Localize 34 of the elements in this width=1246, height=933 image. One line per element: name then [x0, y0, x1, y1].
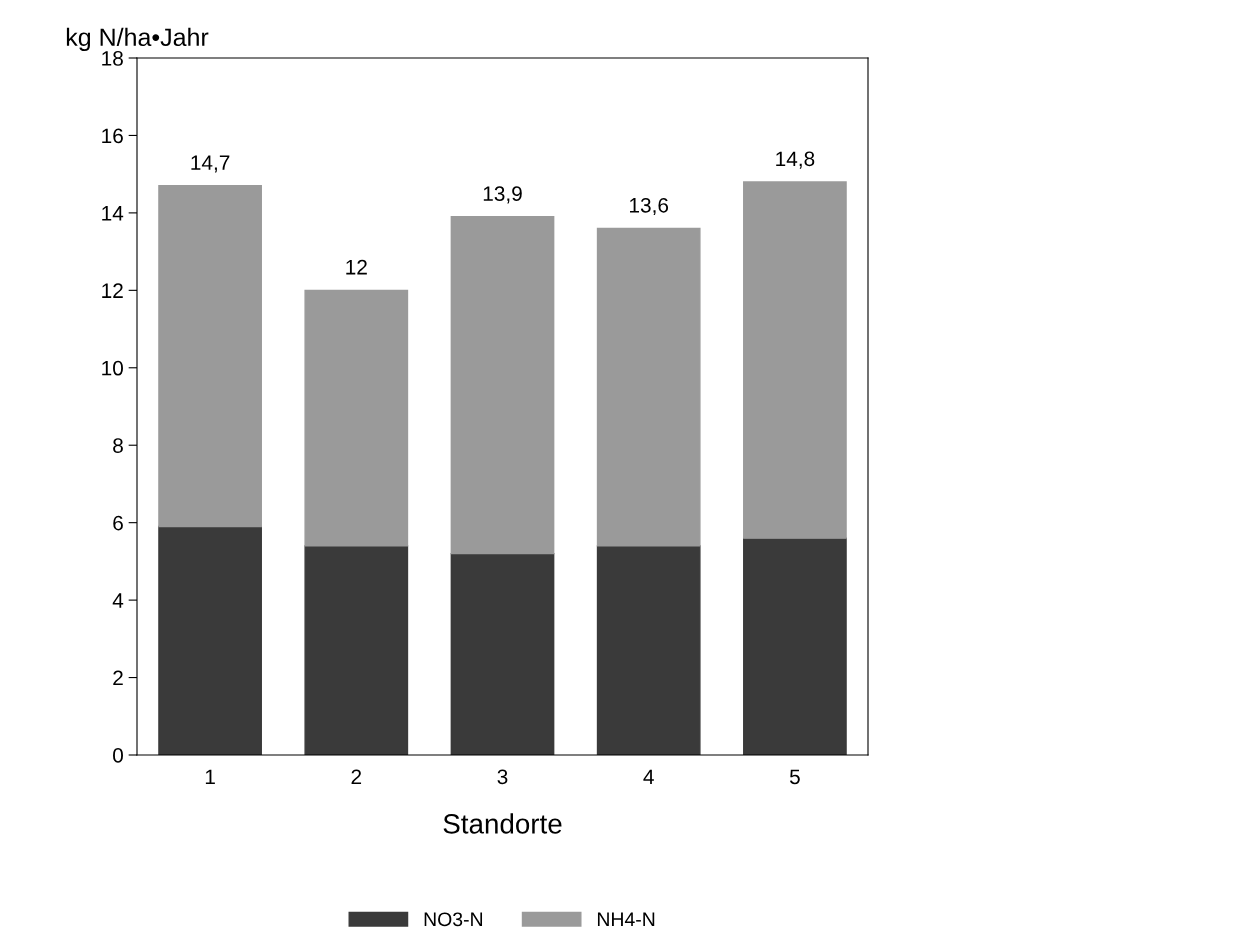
bar — [743, 537, 847, 755]
y-tick-label: 6 — [113, 515, 123, 531]
x-tick-label: 4 — [643, 769, 654, 784]
y-tick-label: 14 — [102, 206, 124, 221]
x-tick-label: 3 — [497, 769, 508, 785]
x-axis-title: Standorte — [443, 813, 562, 834]
total-label: 12 — [346, 259, 367, 275]
legend-label: NO3-N — [424, 912, 483, 927]
total-label: 14,7 — [191, 155, 230, 173]
bar — [743, 181, 847, 539]
bar — [596, 227, 701, 547]
bar — [596, 545, 701, 755]
bar — [450, 216, 555, 555]
bar — [304, 289, 409, 547]
total-label: 13,9 — [483, 186, 522, 204]
bar — [158, 525, 262, 755]
bar — [304, 545, 409, 755]
y-tick-label: 18 — [102, 51, 123, 66]
y-tick-label: 12 — [102, 283, 123, 298]
y-tick-label: 8 — [113, 438, 123, 453]
bar — [158, 185, 262, 528]
y-axis-title: kg N/ha•Jahr — [66, 27, 209, 52]
y-tick-label: 2 — [113, 670, 123, 686]
x-tick-label: 1 — [205, 769, 215, 784]
y-tick-label: 0 — [113, 748, 123, 763]
y-tick-label: 16 — [102, 128, 123, 144]
y-tick-label: 10 — [102, 360, 123, 376]
x-tick-label: 5 — [789, 769, 800, 785]
legend-label: NH4-N — [597, 912, 655, 926]
total-label: 14,8 — [776, 151, 815, 169]
y-tick-label: 4 — [112, 593, 124, 608]
x-tick-label: 2 — [351, 769, 362, 784]
total-label: 13,6 — [630, 197, 669, 216]
bar — [450, 552, 555, 755]
